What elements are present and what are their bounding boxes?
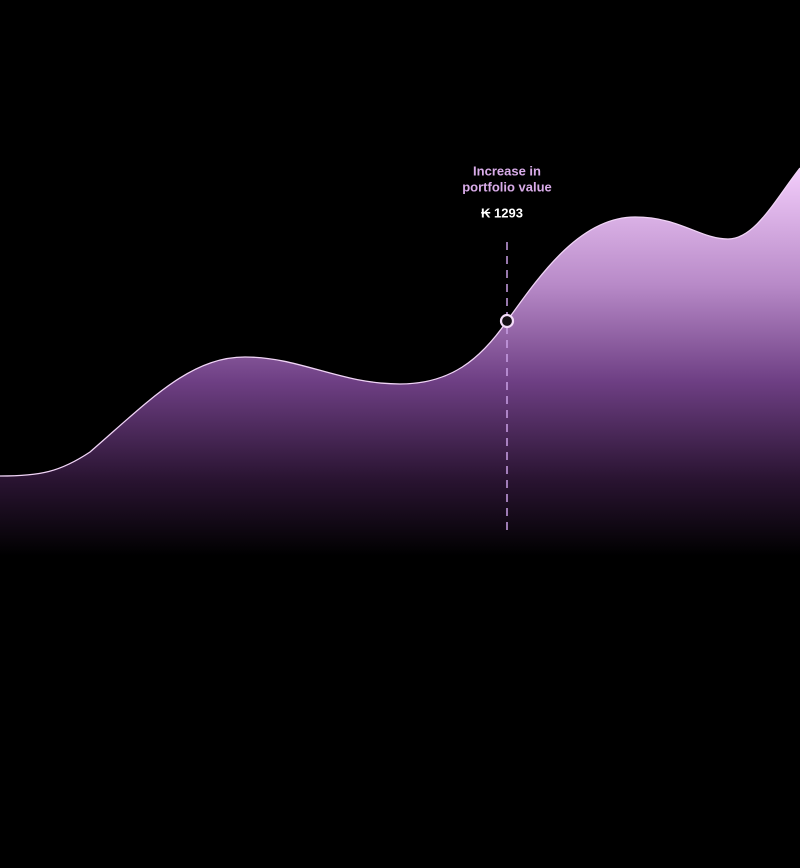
annotation-title: Increase in — [473, 163, 541, 178]
area-line — [0, 167, 800, 477]
area-fill — [0, 168, 800, 556]
annotation-title: portfolio value — [462, 179, 552, 194]
annotation-value: ₭ 1293 — [481, 205, 523, 220]
marker-point — [499, 313, 515, 329]
